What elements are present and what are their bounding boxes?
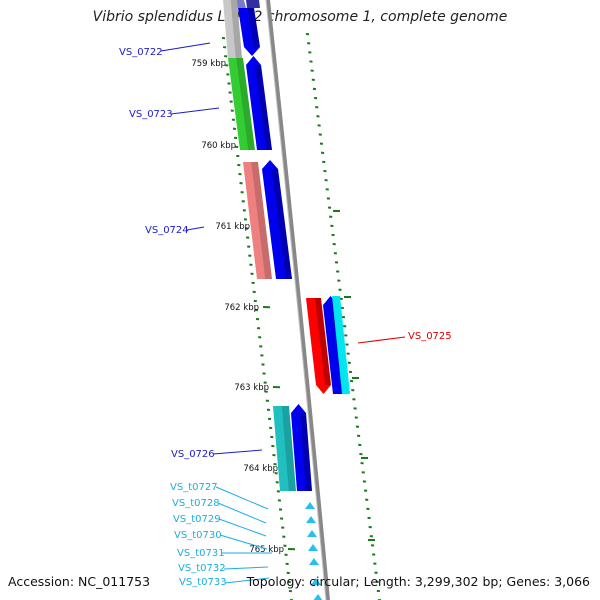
gene-arrow-vs0724 bbox=[262, 160, 292, 279]
arrow-body bbox=[262, 160, 292, 279]
gene-arrow-vs0726 bbox=[291, 404, 312, 491]
label-vs0724[interactable]: VS_0724 bbox=[145, 225, 205, 236]
bar-shade bbox=[251, 162, 272, 279]
leader-line bbox=[357, 336, 406, 344]
minor-ticks bbox=[221, 33, 382, 600]
tick-label: 763 kbp bbox=[234, 383, 269, 393]
arrow-body bbox=[238, 8, 260, 56]
bar-body bbox=[223, 0, 242, 58]
gene-arrow-vs0725 bbox=[306, 298, 331, 394]
trna-marker bbox=[311, 578, 321, 585]
arrow-shade bbox=[315, 298, 331, 385]
leader-line bbox=[224, 577, 270, 584]
gene-labels[interactable]: VS_0722 VS_0723 VS_0724 VS_0725 VS_0726 VS_t0… bbox=[119, 42, 452, 588]
leader-line bbox=[160, 42, 211, 52]
label-trna[interactable]: VS_t0727 bbox=[170, 482, 269, 510]
map-title: Vibrio splendidus LGP32 chromosome 1, co… bbox=[92, 9, 508, 25]
gene-bar-vs0722 bbox=[223, 0, 242, 58]
arrow-body bbox=[306, 298, 331, 394]
trna-marker bbox=[307, 530, 317, 537]
label-trna[interactable]: VS_t0728 bbox=[172, 498, 267, 524]
trna-marker bbox=[306, 516, 316, 523]
tick-label: 761 kbp bbox=[215, 222, 250, 232]
accession-text: Accession: NC_011753 bbox=[8, 574, 151, 589]
gene-bar-vs0726 bbox=[273, 406, 296, 491]
gene-label-text: VS_0725 bbox=[408, 331, 452, 342]
bar-body bbox=[273, 406, 296, 491]
gene-label-text: VS_t0727 bbox=[170, 482, 218, 493]
gene-arrow-vs0722 bbox=[238, 8, 260, 56]
gene-overlap-vs0725 bbox=[332, 296, 350, 394]
tick-label: 765 kbp bbox=[249, 545, 284, 555]
arrow-shade bbox=[247, 8, 260, 47]
gene-label-text: VS_t0730 bbox=[174, 530, 222, 541]
gene-label-text: VS_0724 bbox=[145, 225, 189, 236]
gene-arrow-vs0723 bbox=[246, 56, 272, 150]
trna-marker bbox=[305, 502, 315, 509]
tick-label: 762 kbp bbox=[224, 303, 259, 313]
arrow-shade bbox=[255, 65, 272, 150]
label-trna[interactable]: VS_t0729 bbox=[173, 514, 267, 537]
bar-shade bbox=[281, 406, 296, 491]
arrow-body bbox=[246, 56, 272, 150]
leader-line bbox=[219, 534, 268, 550]
trna-marker bbox=[309, 558, 319, 565]
genome-summary-text: Topology: circular; Length: 3,299,302 bp… bbox=[246, 574, 590, 589]
label-vs0725[interactable]: VS_0725 bbox=[357, 331, 452, 344]
leader-line bbox=[170, 107, 220, 115]
leader-line bbox=[215, 486, 269, 510]
backbone-line bbox=[266, 0, 330, 600]
leader-line bbox=[223, 566, 269, 570]
tick-label: 759 kbp bbox=[191, 59, 226, 69]
arrow-shade bbox=[300, 413, 312, 491]
bar-shade bbox=[230, 0, 242, 58]
gene-bar-vs0723 bbox=[228, 58, 255, 150]
bar-body bbox=[228, 58, 255, 150]
gene-label-text: VS_t0731 bbox=[177, 548, 225, 559]
gene-label-text: VS_0726 bbox=[171, 449, 215, 460]
tick-label: 760 kbp bbox=[201, 141, 236, 151]
label-trna[interactable]: VS_t0733 bbox=[179, 577, 270, 588]
bar-shade bbox=[236, 58, 255, 150]
gene-bar-vs0724 bbox=[243, 162, 272, 279]
gene-label-text: VS_t0733 bbox=[179, 577, 227, 588]
bar-body bbox=[243, 162, 272, 279]
gene-label-text: VS_t0728 bbox=[172, 498, 220, 509]
label-vs0726[interactable]: VS_0726 bbox=[171, 449, 263, 460]
gene-label-text: VS_0722 bbox=[119, 47, 163, 58]
label-trna[interactable]: VS_t0732 bbox=[178, 563, 269, 574]
label-vs0722[interactable]: VS_0722 bbox=[119, 42, 211, 58]
trna-marker bbox=[308, 544, 318, 551]
trna-marker bbox=[313, 594, 323, 600]
gene-features[interactable] bbox=[223, 0, 350, 600]
backbone-highlight bbox=[265, 0, 327, 600]
arrow-body bbox=[291, 404, 312, 491]
gene-label-text: VS_0723 bbox=[129, 109, 173, 120]
top-stub-dark bbox=[246, 0, 260, 8]
leader-line bbox=[217, 502, 267, 524]
leader-line bbox=[186, 226, 205, 231]
genome-backbone bbox=[265, 0, 330, 600]
label-vs0723[interactable]: VS_0723 bbox=[129, 107, 220, 120]
label-trna[interactable]: VS_t0730 bbox=[174, 530, 268, 550]
arrow-shade bbox=[271, 169, 292, 279]
leader-line bbox=[218, 518, 267, 537]
gene-label-text: VS_t0729 bbox=[173, 514, 221, 525]
label-trna[interactable]: VS_t0731 bbox=[177, 548, 272, 559]
leader-line bbox=[212, 449, 263, 455]
gene-label-text: VS_t0732 bbox=[178, 563, 226, 574]
tick-label: 764 kbp bbox=[243, 464, 278, 474]
